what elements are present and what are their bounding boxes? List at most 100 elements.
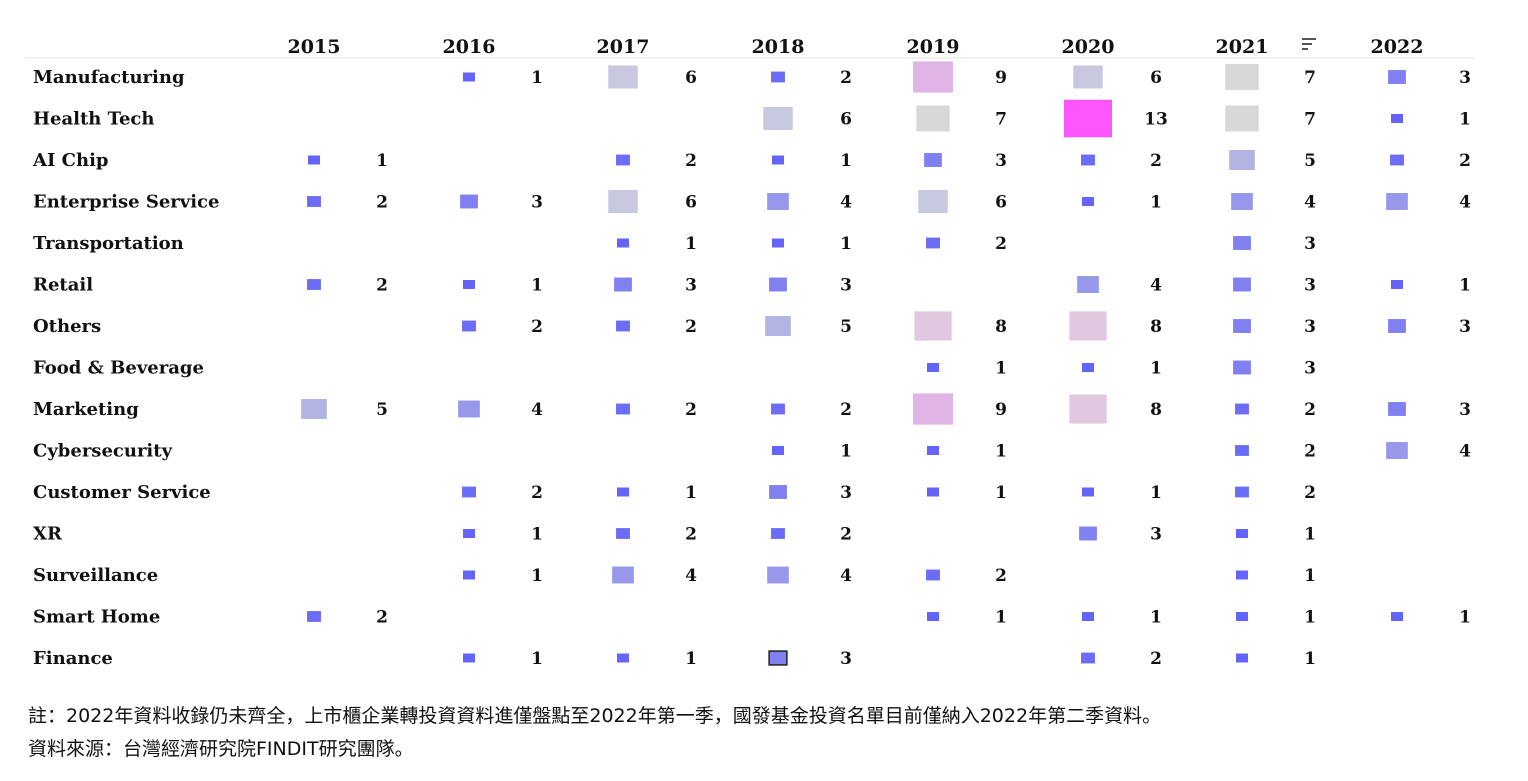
cell-value-label: 6 bbox=[995, 193, 1007, 213]
cell-value-label: 4 bbox=[685, 566, 697, 586]
cell-value-label: 5 bbox=[376, 400, 388, 420]
heatmap-cell bbox=[307, 279, 321, 290]
heatmap-cell bbox=[308, 155, 320, 165]
row-label: Food & Beverage bbox=[33, 358, 204, 379]
heatmap-cell bbox=[1236, 653, 1248, 663]
cell-value-label: 2 bbox=[376, 193, 388, 213]
heatmap-cell bbox=[1069, 394, 1107, 424]
heatmap-cell bbox=[1390, 154, 1404, 166]
heatmap-cell bbox=[1225, 105, 1259, 132]
row-label: Transportation bbox=[33, 233, 184, 254]
heatmap-cell bbox=[1235, 403, 1249, 415]
heatmap-cell bbox=[1233, 360, 1251, 375]
heatmap-cell bbox=[918, 189, 948, 214]
cell-value-label: 3 bbox=[1304, 359, 1316, 379]
row-label: XR bbox=[33, 524, 63, 545]
cell-value-label: 2 bbox=[840, 68, 852, 88]
heatmap-cell bbox=[1231, 193, 1253, 210]
cell-value-label: 6 bbox=[840, 110, 852, 130]
cell-value-label: 6 bbox=[1150, 68, 1162, 88]
cell-value-label: 1 bbox=[840, 151, 852, 171]
sort-icon[interactable] bbox=[1302, 38, 1316, 52]
cell-value-label: 3 bbox=[995, 151, 1007, 171]
heatmap-cell bbox=[927, 446, 939, 455]
cell-value-label: 3 bbox=[840, 483, 852, 503]
heatmap-cell bbox=[463, 570, 475, 580]
cell-value-label: 1 bbox=[1459, 608, 1471, 628]
heatmap-cell bbox=[1236, 612, 1248, 621]
cell-value-label: 2 bbox=[685, 400, 697, 420]
cell-value-label: 2 bbox=[995, 566, 1007, 586]
heatmap-cell bbox=[771, 528, 785, 539]
heatmap-cell bbox=[612, 566, 634, 584]
heatmap-cell bbox=[1391, 612, 1403, 621]
heatmap-cell bbox=[614, 277, 632, 292]
column-header-2016: 2016 bbox=[443, 36, 496, 58]
heatmap-cell bbox=[458, 400, 480, 418]
cell-value-label: 2 bbox=[1150, 649, 1162, 669]
cell-value-label: 8 bbox=[1150, 400, 1162, 420]
heatmap-cell bbox=[1233, 277, 1251, 292]
row-label: Manufacturing bbox=[33, 67, 185, 88]
cell-value-label: 1 bbox=[840, 234, 852, 254]
cell-value-label: 1 bbox=[1304, 566, 1316, 586]
heatmap-cell bbox=[463, 72, 475, 82]
cell-value-label: 2 bbox=[1304, 442, 1316, 462]
note-line: 註：2022年資料收錄仍未齊全，上市櫃企業轉投資資料進僅盤點至2022年第一季，… bbox=[28, 705, 1162, 727]
cell-value-label: 2 bbox=[1304, 483, 1316, 503]
footnotes: 註：2022年資料收錄仍未齊全，上市櫃企業轉投資資料進僅盤點至2022年第一季，… bbox=[28, 700, 1161, 766]
cell-value-label: 2 bbox=[1459, 151, 1471, 171]
heatmap-cell bbox=[765, 316, 791, 336]
cell-value-label: 1 bbox=[1459, 276, 1471, 296]
heatmap-cell bbox=[1233, 236, 1251, 250]
column-header-2021: 2021 bbox=[1216, 36, 1269, 58]
heatmap-cell bbox=[767, 193, 789, 210]
cell-value-label: 3 bbox=[1304, 276, 1316, 296]
cell-value-label: 3 bbox=[1459, 68, 1471, 88]
row-label: Enterprise Service bbox=[33, 192, 219, 213]
heatmap-cell bbox=[1073, 65, 1103, 89]
heatmap-cell bbox=[1235, 486, 1249, 498]
cell-value-label: 1 bbox=[531, 525, 543, 545]
heatmap-cell bbox=[927, 487, 939, 497]
cell-value-label: 5 bbox=[1304, 151, 1316, 171]
heatmap-cell bbox=[927, 363, 939, 372]
cell-value-label: 3 bbox=[531, 193, 543, 213]
row-label: Marketing bbox=[33, 399, 139, 420]
cell-value-label: 8 bbox=[995, 317, 1007, 337]
heatmap-chart: 2015 2016 2017 2018 2019 2020 2021 2022 Manufac… bbox=[25, 36, 1475, 669]
heatmap-cell bbox=[1082, 612, 1094, 621]
cell-value-label: 1 bbox=[1150, 193, 1162, 213]
heatmap-cell bbox=[1225, 63, 1259, 91]
source-line: 資料來源：台灣經濟研究院FINDIT研究團隊。 bbox=[28, 738, 414, 760]
cell-value-label: 2 bbox=[685, 525, 697, 545]
row-label: Health Tech bbox=[33, 109, 154, 130]
cell-value-label: 4 bbox=[1459, 442, 1471, 462]
heatmap-cell bbox=[769, 277, 787, 292]
cell-value-label: 1 bbox=[531, 276, 543, 296]
heatmap-cell bbox=[1082, 487, 1094, 497]
heatmap-cell bbox=[771, 71, 785, 83]
cell-value-label: 4 bbox=[840, 566, 852, 586]
cell-value-label: 3 bbox=[685, 276, 697, 296]
cell-value-label: 1 bbox=[995, 442, 1007, 462]
heatmap-cell bbox=[924, 153, 942, 167]
heatmap-cell bbox=[1229, 150, 1255, 170]
heatmap-cell bbox=[771, 403, 785, 415]
heatmap-cell bbox=[463, 280, 475, 289]
cell-value-label: 7 bbox=[1304, 68, 1316, 88]
cell-value-label: 4 bbox=[531, 400, 543, 420]
heatmap-cell bbox=[772, 238, 784, 248]
heatmap-cell bbox=[616, 320, 630, 332]
heatmap-cell bbox=[307, 196, 321, 207]
row-label: AI Chip bbox=[32, 150, 109, 171]
heatmap-cell bbox=[616, 528, 630, 539]
cell-value-label: 4 bbox=[1304, 193, 1316, 213]
cell-value-label: 1 bbox=[995, 483, 1007, 503]
cell-value-label: 3 bbox=[1150, 525, 1162, 545]
cell-value-label: 7 bbox=[995, 110, 1007, 130]
heatmap-cell bbox=[608, 65, 638, 89]
heatmap-cell bbox=[460, 194, 478, 209]
cell-value-label: 2 bbox=[840, 400, 852, 420]
cell-value-label: 1 bbox=[531, 68, 543, 88]
